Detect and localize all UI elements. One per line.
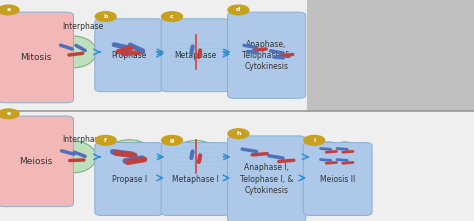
Text: Interphase: Interphase bbox=[62, 135, 104, 144]
Text: Anaphase I,
Telophase I, &
Cytokinesis: Anaphase I, Telophase I, & Cytokinesis bbox=[240, 163, 293, 195]
Text: Propase I: Propase I bbox=[111, 175, 147, 183]
Text: d: d bbox=[236, 8, 241, 12]
Ellipse shape bbox=[51, 36, 96, 68]
Text: Mitosis: Mitosis bbox=[20, 53, 51, 62]
Text: h: h bbox=[236, 131, 241, 136]
Text: a: a bbox=[7, 8, 10, 12]
Text: g: g bbox=[170, 138, 174, 143]
FancyBboxPatch shape bbox=[228, 136, 306, 221]
FancyBboxPatch shape bbox=[303, 143, 372, 215]
FancyBboxPatch shape bbox=[95, 19, 164, 92]
Text: Interphase: Interphase bbox=[62, 22, 104, 31]
Ellipse shape bbox=[235, 35, 277, 62]
Circle shape bbox=[304, 135, 325, 145]
Ellipse shape bbox=[262, 146, 303, 173]
Circle shape bbox=[162, 135, 182, 145]
Circle shape bbox=[228, 5, 249, 15]
Ellipse shape bbox=[106, 35, 153, 69]
Circle shape bbox=[95, 135, 116, 145]
FancyBboxPatch shape bbox=[307, 0, 474, 110]
FancyBboxPatch shape bbox=[161, 143, 230, 215]
Circle shape bbox=[228, 129, 249, 139]
Text: Meiosis II: Meiosis II bbox=[320, 175, 356, 183]
Ellipse shape bbox=[332, 153, 358, 171]
Ellipse shape bbox=[172, 35, 219, 69]
Ellipse shape bbox=[51, 141, 96, 173]
Ellipse shape bbox=[235, 139, 277, 167]
Text: i: i bbox=[313, 138, 315, 143]
Text: b: b bbox=[103, 14, 108, 19]
Circle shape bbox=[0, 5, 19, 15]
Text: Metaphase I: Metaphase I bbox=[172, 175, 219, 183]
Ellipse shape bbox=[315, 153, 342, 171]
Text: f: f bbox=[104, 138, 107, 143]
Text: e: e bbox=[7, 111, 10, 116]
FancyBboxPatch shape bbox=[228, 12, 306, 98]
Circle shape bbox=[162, 12, 182, 21]
Circle shape bbox=[95, 12, 116, 21]
FancyBboxPatch shape bbox=[0, 12, 73, 103]
Text: Meiosis: Meiosis bbox=[19, 157, 52, 166]
Ellipse shape bbox=[262, 40, 303, 68]
Ellipse shape bbox=[332, 142, 358, 160]
Circle shape bbox=[0, 109, 19, 119]
Text: Anaphase,
Telophase, &
Cytokinesis: Anaphase, Telophase, & Cytokinesis bbox=[242, 40, 291, 71]
FancyBboxPatch shape bbox=[95, 143, 164, 215]
FancyBboxPatch shape bbox=[0, 116, 73, 207]
Ellipse shape bbox=[172, 140, 219, 173]
Ellipse shape bbox=[315, 142, 342, 160]
Text: Prophase: Prophase bbox=[111, 51, 147, 60]
Text: Metaphase: Metaphase bbox=[174, 51, 217, 60]
FancyBboxPatch shape bbox=[161, 19, 230, 92]
Text: c: c bbox=[170, 14, 174, 19]
Ellipse shape bbox=[105, 140, 154, 174]
